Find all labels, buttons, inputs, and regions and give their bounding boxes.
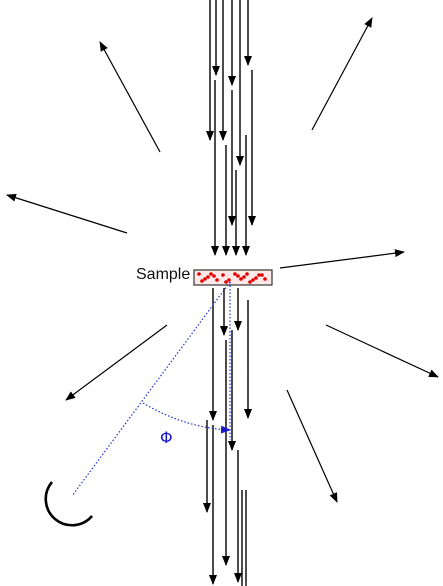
scattered-ray-arrow: [279, 249, 405, 269]
particle: [215, 278, 219, 282]
particle: [257, 273, 261, 277]
incident-beam: [206, 0, 256, 256]
sample-slab: [193, 269, 273, 286]
scattered-ray-arrow: [325, 324, 439, 378]
particle: [206, 275, 210, 279]
sample-label: Sample: [136, 266, 191, 283]
transmitted-beam: [203, 288, 252, 586]
particle: [248, 280, 252, 284]
particle: [263, 277, 267, 281]
particle: [197, 272, 201, 276]
particle: [221, 273, 225, 277]
particle: [212, 274, 216, 278]
particle: [209, 272, 213, 276]
detector-arc: [44, 481, 93, 527]
particle: [227, 278, 231, 282]
particle: [251, 278, 255, 282]
particle: [260, 273, 264, 277]
particle: [233, 272, 237, 276]
scattered-rays: [6, 17, 439, 503]
particle: [236, 274, 240, 278]
scattered-ray-arrow: [311, 17, 373, 131]
scatter-direction-guide: [71, 281, 231, 497]
particle: [224, 280, 228, 284]
particle: [200, 279, 204, 283]
scattered-ray-arrow: [65, 324, 168, 401]
particle: [245, 272, 249, 276]
scattering-angle-symbol: Φ: [160, 428, 173, 447]
scattering-angle-guide: [71, 281, 231, 497]
scattered-ray-arrow: [6, 193, 128, 234]
particle: [203, 277, 207, 281]
scattered-ray-arrow: [286, 389, 338, 503]
angle-arc: [142, 402, 231, 434]
scattered-ray-arrow: [99, 41, 161, 153]
particle: [239, 277, 243, 281]
sample-particles: [197, 272, 267, 284]
particle: [242, 275, 246, 279]
particle: [254, 276, 258, 280]
